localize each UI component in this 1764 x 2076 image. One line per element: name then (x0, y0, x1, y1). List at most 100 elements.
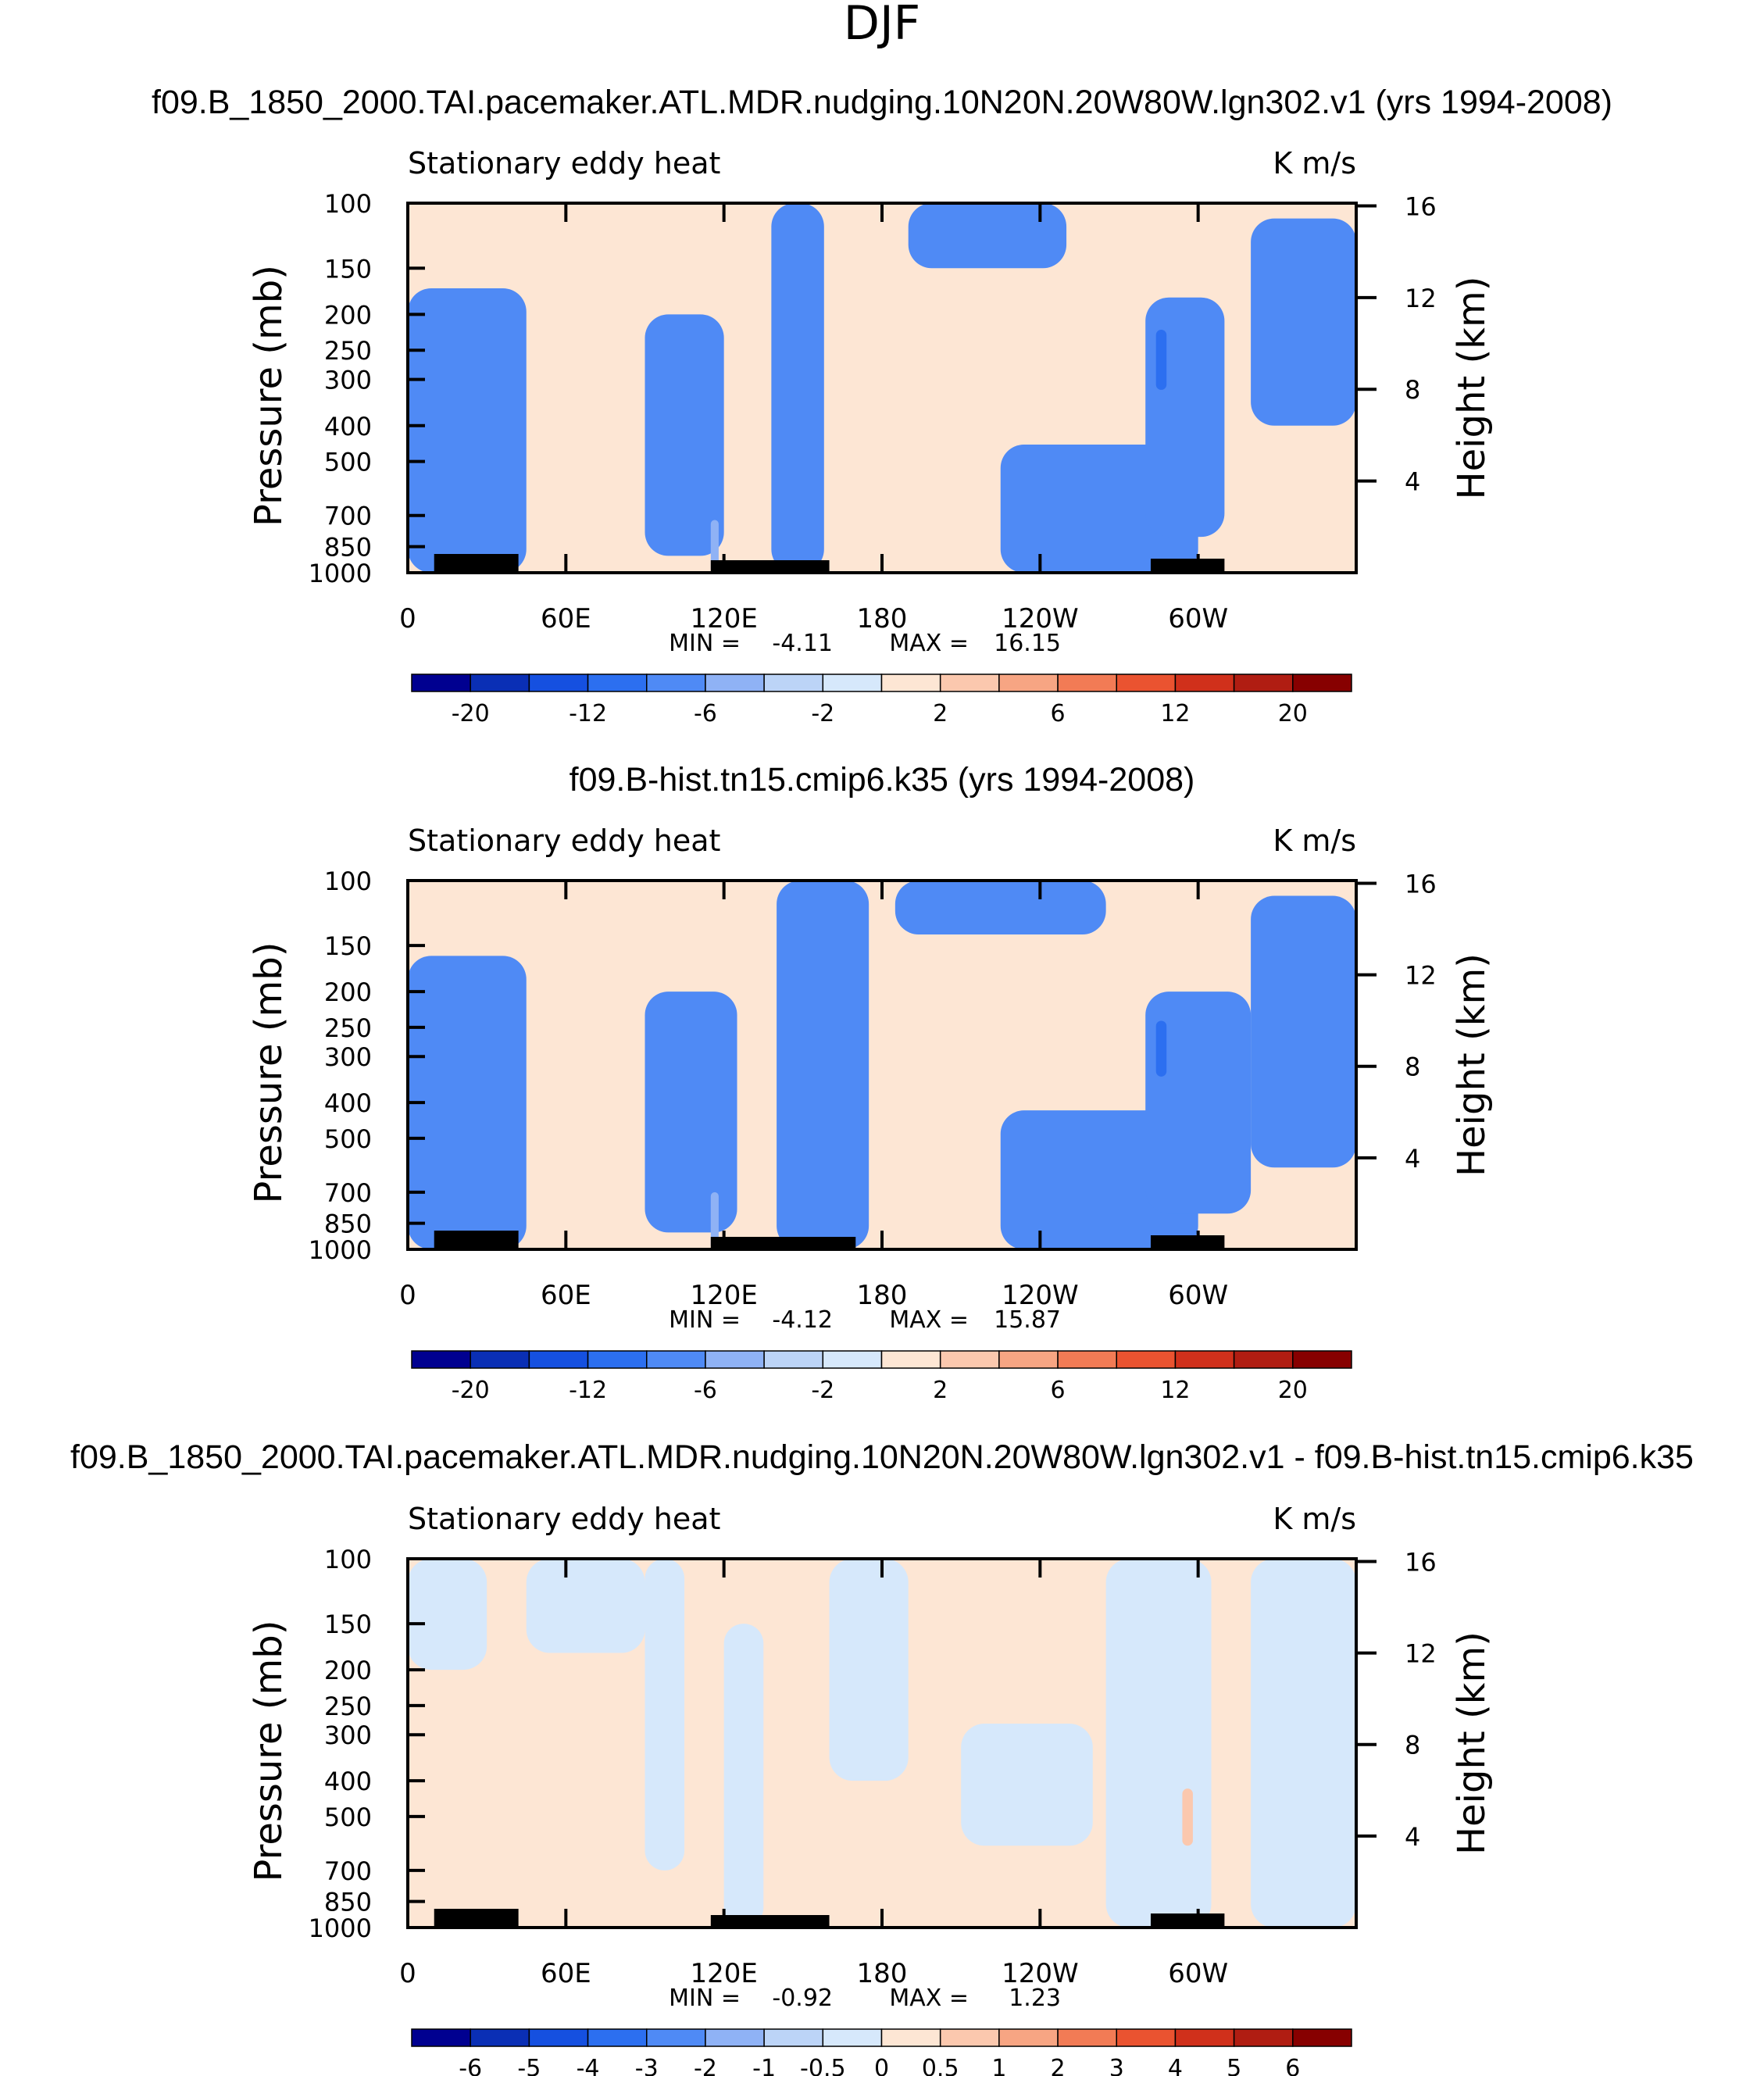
colorbar-box (822, 674, 883, 692)
colorbar-label: 5 (1227, 2055, 1241, 2076)
contour-region (908, 203, 1067, 269)
x-tick-label: 180 (857, 603, 908, 634)
y-tick-label: 300 (324, 1720, 372, 1750)
colorbar-label: 20 (1278, 700, 1308, 727)
contour-region (408, 1559, 487, 1670)
colorbar-label: 4 (1168, 2055, 1183, 2076)
colorbar: -6 -5 -4 -3 -2 -1 -0.5 0 0.5 1 2 3 4 5 6 (411, 2028, 1352, 2076)
colorbar-box (528, 674, 589, 692)
colorbar-box (587, 1350, 648, 1369)
colorbar-label: -5 (517, 2055, 541, 2076)
colorbar-label: 1 (991, 2055, 1006, 2076)
x-tick-label: 60E (541, 1280, 591, 1311)
colorbar-box (880, 674, 941, 692)
colorbar-box (1174, 2028, 1235, 2047)
field-label: Stationary eddy heat (408, 1502, 720, 1536)
contour-field (408, 881, 1356, 1249)
colorbar-box (822, 1350, 883, 1369)
colorbar-label: 12 (1160, 700, 1190, 727)
y-axis-title-right: Height (km) (1450, 1631, 1494, 1855)
colorbar-box (1233, 2028, 1294, 2047)
colorbar-box (411, 674, 471, 692)
y-axis-title-right: Height (km) (1450, 953, 1494, 1177)
colorbar-label: 3 (1109, 2055, 1124, 2076)
colorbar-label: 20 (1278, 1377, 1308, 1404)
x-tick-label: 120W (1002, 1280, 1079, 1311)
field-label: Stationary eddy heat (408, 824, 720, 858)
height-tick-label: 16 (1405, 869, 1437, 899)
min-value: -4.12 (772, 1306, 833, 1334)
colorbar-label: -0.5 (800, 2055, 846, 2076)
y-tick-label: 850 (324, 1888, 372, 1917)
colorbar-label: -4 (577, 2055, 600, 2076)
colorbar-box (1116, 674, 1177, 692)
y-tick-label: 400 (324, 1088, 372, 1118)
colorbar-box (1174, 1350, 1235, 1369)
colorbar-box (1057, 674, 1117, 692)
contour-region (1251, 218, 1356, 426)
min-value: -0.92 (772, 1985, 833, 2012)
max-label: MAX = (889, 630, 969, 657)
figure-title: DJF (844, 0, 920, 51)
contour-region (1155, 1020, 1167, 1077)
colorbar-box (705, 1350, 765, 1369)
height-tick-label: 12 (1405, 1639, 1437, 1669)
contour-region (645, 992, 737, 1233)
colorbar-box (1233, 674, 1294, 692)
colorbar-label: 6 (1285, 2055, 1300, 2076)
colorbar-box (470, 1350, 530, 1369)
colorbar-label: 0 (874, 2055, 889, 2076)
y-tick-label: 150 (324, 931, 372, 961)
panel-title: f09.B_1850_2000.TAI.pacemaker.ATL.MDR.nu… (70, 1438, 1694, 1476)
contour-field (408, 203, 1356, 573)
y-tick-label: 500 (324, 448, 372, 477)
panel-title: f09.B_1850_2000.TAI.pacemaker.ATL.MDR.nu… (152, 84, 1612, 121)
y-axis-title-right: Height (km) (1450, 277, 1494, 500)
colorbar-label: -2 (694, 2055, 717, 2076)
y-tick-label: 1000 (309, 1235, 372, 1265)
colorbar-label: -6 (694, 700, 717, 727)
contour-region (710, 1192, 719, 1249)
topography-mask (710, 1237, 856, 1249)
colorbar-box (528, 1350, 589, 1369)
colorbar-box (998, 1350, 1059, 1369)
max-value: 16.15 (994, 630, 1061, 657)
topography-mask (1150, 559, 1225, 573)
y-tick-label: 500 (324, 1124, 372, 1154)
contour-region (408, 288, 527, 573)
x-tick-label: 120E (690, 603, 757, 634)
topography-mask (710, 1915, 830, 1928)
topography-mask (710, 560, 830, 573)
contour-field (408, 1559, 1356, 1928)
x-tick-label: 180 (857, 1958, 908, 1989)
contour-region (1155, 329, 1167, 390)
colorbar-box (939, 674, 1000, 692)
x-tick-label: 180 (857, 1280, 908, 1311)
colorbar-label: 12 (1160, 1377, 1190, 1404)
height-tick-label: 8 (1405, 375, 1420, 405)
contour-region (1182, 1788, 1193, 1846)
topography-mask (434, 554, 519, 573)
y-tick-label: 850 (324, 1210, 372, 1239)
height-tick-label: 4 (1405, 467, 1420, 497)
y-tick-label: 250 (324, 336, 372, 366)
min-label: MIN = (669, 630, 741, 657)
colorbar-box (939, 2028, 1000, 2047)
colorbar-label: -3 (635, 2055, 659, 2076)
contour-region (894, 881, 1106, 934)
y-tick-label: 850 (324, 533, 372, 563)
y-tick-label: 100 (324, 1545, 372, 1574)
contour-region (645, 314, 724, 556)
contour-region (710, 520, 719, 573)
y-tick-label: 700 (324, 1178, 372, 1208)
contour-region (408, 956, 527, 1249)
colorbar-box (1057, 1350, 1117, 1369)
colorbar-box (1057, 2028, 1117, 2047)
colorbar-box (470, 2028, 530, 2047)
chart-panel-2: f09.B-hist.tn15.cmip6.k35 (yrs 1994-2008… (247, 761, 1494, 1404)
colorbar-label: -1 (752, 2055, 776, 2076)
y-tick-label: 250 (324, 1692, 372, 1721)
colorbar: -20 -12 -6 -2 2 6 12 20 (411, 674, 1352, 727)
height-tick-label: 4 (1405, 1144, 1420, 1174)
colorbar-box (1292, 2028, 1352, 2047)
